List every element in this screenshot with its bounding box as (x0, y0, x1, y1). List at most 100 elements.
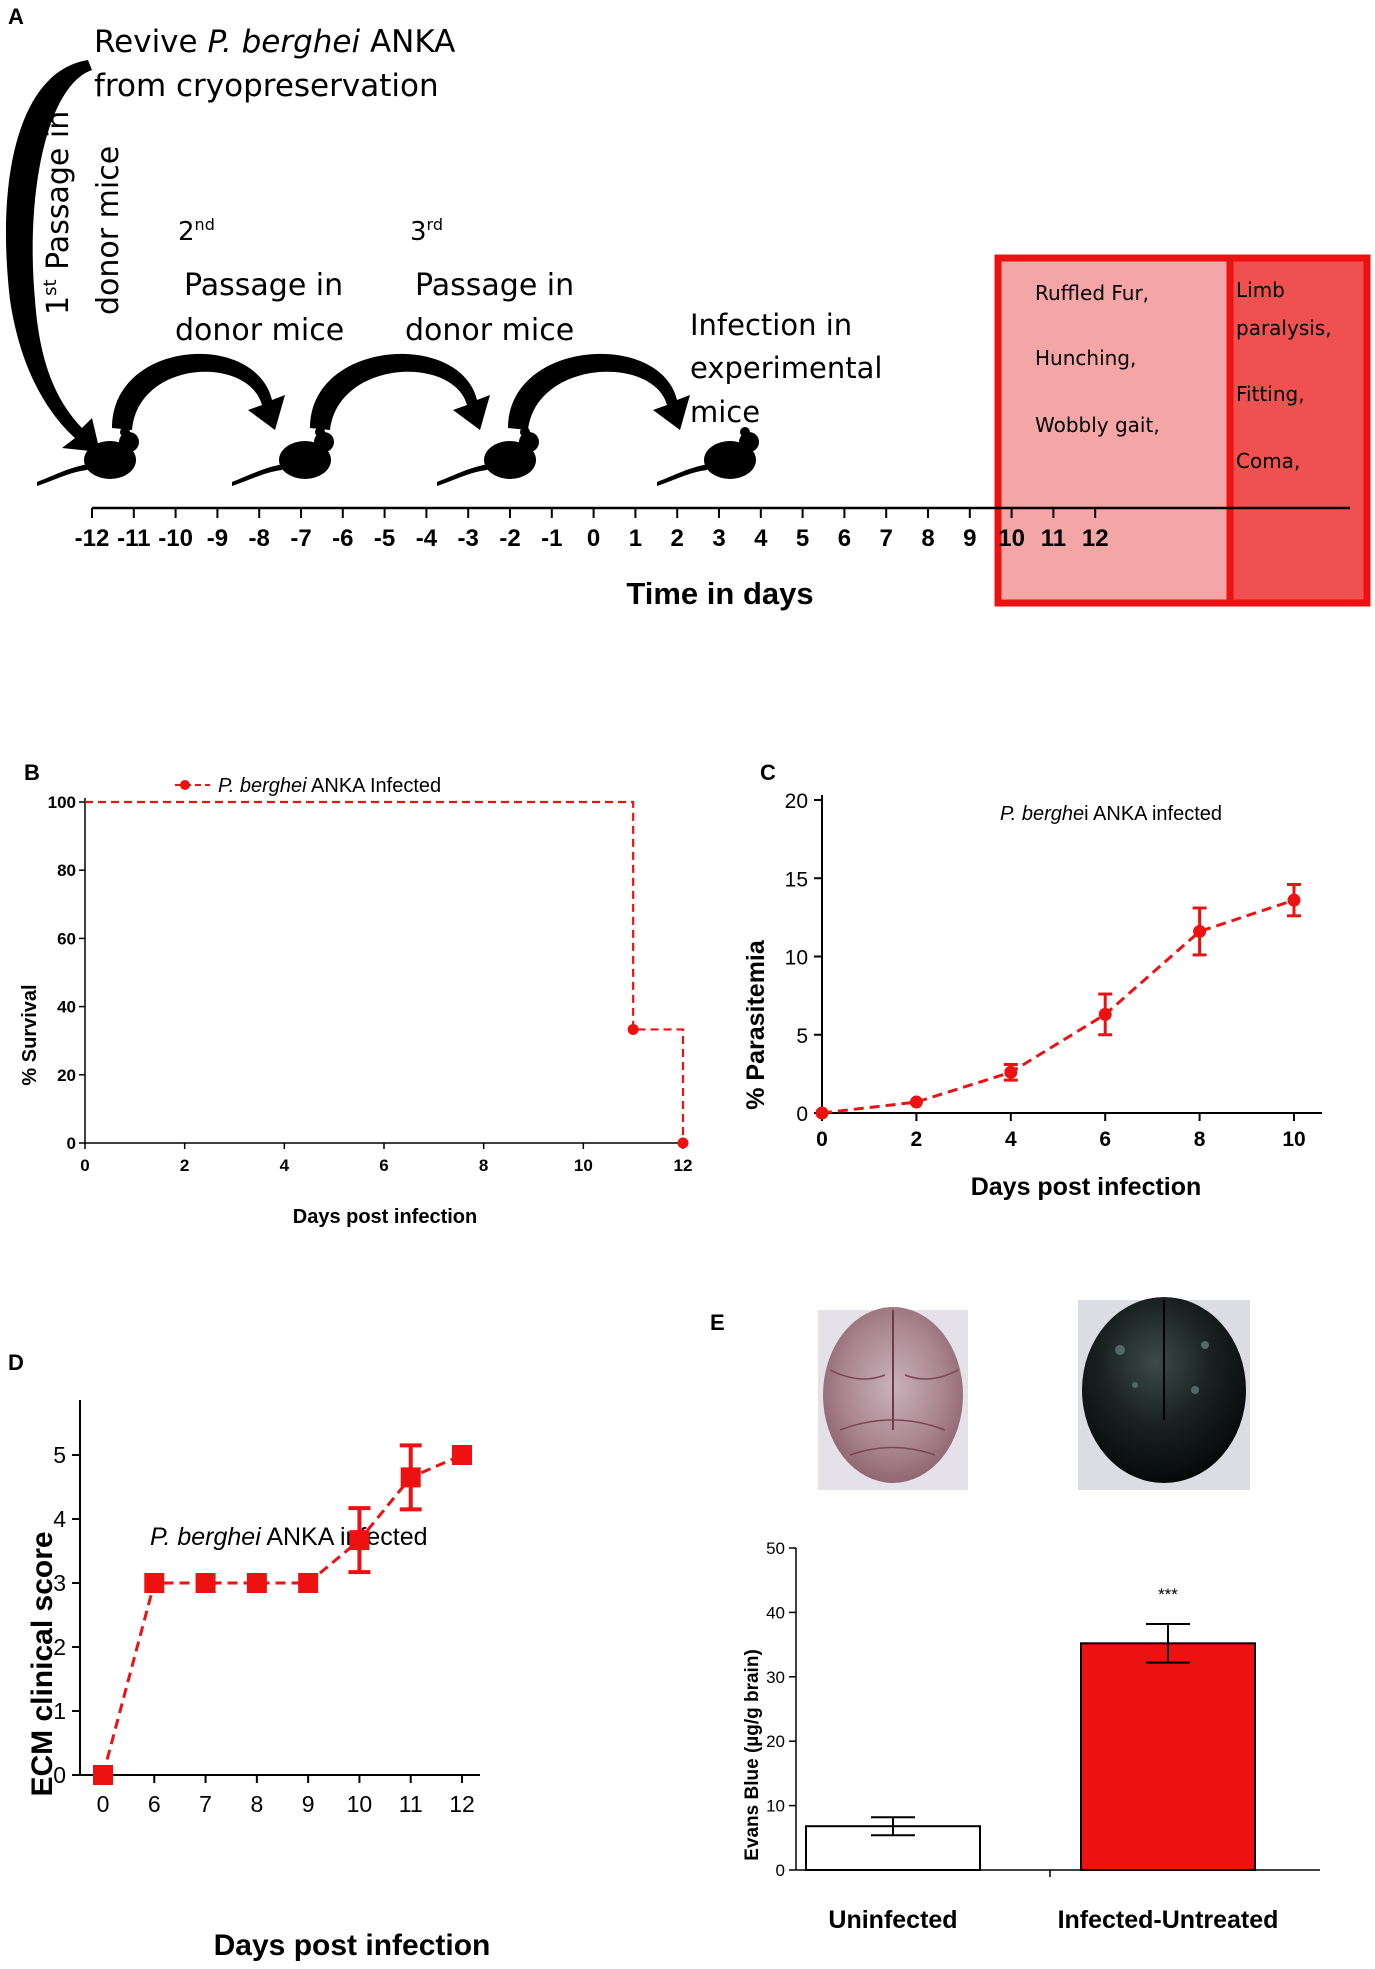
svg-text:3rd: 3rd (410, 215, 443, 247)
data-point (1004, 1065, 1018, 1079)
svg-text:Wobbly gait,: Wobbly gait, (1035, 413, 1160, 437)
svg-text:Infection in: Infection in (690, 308, 852, 342)
y-tick-label: 0 (67, 1134, 76, 1153)
passage-arrow-2 (310, 353, 490, 430)
svg-text:Limb: Limb (1236, 278, 1285, 302)
svg-text:donor mice: donor mice (405, 313, 574, 348)
y-tick-label: 1 (53, 1698, 66, 1724)
passage-1-label: 1st Passage in donor mice (40, 111, 126, 315)
timeline-tick-label: -6 (332, 525, 353, 552)
timeline-tick-label: 1 (629, 525, 642, 552)
y-tick-label: 3 (53, 1570, 66, 1596)
timeline-tick-label: 12 (1082, 525, 1109, 552)
timeline-tick-label: -11 (117, 525, 150, 552)
panel-b-survival-chart: B P. berghei ANKA Infected 0 20 40 60 80 100 0… (19, 760, 693, 1228)
y-axis-label: % Parasitemia (742, 939, 770, 1110)
svg-text:experimental: experimental (690, 351, 882, 385)
data-point (246, 1573, 267, 1593)
y-tick-label: 80 (57, 861, 76, 880)
x-tick-label: 4 (1005, 1128, 1017, 1151)
ecm-series-line (101, 1453, 463, 1776)
x-tick-label: 8 (1194, 1128, 1206, 1151)
legend: P. berghei ANKA Infected (175, 775, 441, 797)
x-axis-label: Days post infection (971, 1173, 1202, 1201)
x-tick-label: 0 (97, 1791, 110, 1817)
x-tick-label: 0 (80, 1156, 89, 1175)
timeline-tick-label: 2 (671, 525, 684, 552)
passage-arrows (112, 353, 690, 430)
x-category-label: Uninfected (828, 1906, 957, 1934)
panel-d-letter: D (8, 1350, 24, 1375)
passage-3-label: 3rd Passage in donor mice (405, 215, 574, 348)
timeline-tick-label: 6 (838, 525, 851, 552)
timeline-tick-label: 10 (998, 525, 1025, 552)
passage-2-label: 2nd Passage in donor mice (175, 215, 344, 348)
survival-marker (677, 1137, 689, 1149)
bar (1080, 1642, 1256, 1872)
svg-text:Ruffled Fur,: Ruffled Fur, (1035, 281, 1149, 305)
data-point (1193, 924, 1207, 938)
timeline-tick-label: 7 (880, 525, 893, 552)
y-tick-label: 20 (57, 1066, 76, 1085)
uninfected-brain-image (818, 1307, 968, 1490)
mouse-icon (37, 427, 139, 486)
x-tick-label: 12 (674, 1156, 693, 1175)
timeline-tick-label: -9 (207, 525, 228, 552)
panel-e-evans-blue-chart: E 0 10 20 30 40 50 Uninfected Infected-Untreate… (710, 1297, 1320, 1934)
svg-text:2nd: 2nd (178, 215, 215, 247)
y-axis-label: % Survival (19, 984, 41, 1085)
y-tick-label: 0 (796, 1103, 808, 1126)
timeline-tick-label: -10 (158, 525, 193, 552)
svg-text:Hunching,: Hunching, (1035, 346, 1136, 370)
timeline-tick-label: 3 (712, 525, 725, 552)
x-tick-label: 8 (250, 1791, 263, 1817)
svg-text:Fitting,: Fitting, (1236, 382, 1305, 406)
svg-text:donor mice: donor mice (91, 146, 126, 315)
y-tick-label: 40 (57, 998, 76, 1017)
revive-text-line2: from cryopreservation (94, 68, 439, 104)
timeline-tick-label: -12 (75, 525, 110, 552)
svg-text:Coma,: Coma, (1236, 449, 1300, 473)
x-tick-label: 12 (449, 1791, 475, 1817)
timeline-tick-label: -7 (290, 525, 311, 552)
y-tick-label: 2 (53, 1634, 66, 1660)
svg-text:Passage in: Passage in (415, 268, 574, 303)
y-tick-label: 20 (766, 1732, 785, 1751)
y-tick-label: 5 (796, 1025, 808, 1048)
x-tick-label: 8 (479, 1156, 488, 1175)
panel-c-letter: C (760, 760, 776, 785)
data-point (452, 1445, 472, 1465)
timeline-tick-label: -5 (374, 525, 395, 552)
y-axis-label: Evans Blue (µg/g brain) (742, 1649, 763, 1861)
data-point (1098, 1007, 1112, 1021)
late-symptom-box (1226, 254, 1371, 607)
early-symptom-box (994, 254, 1234, 607)
y-axis-label: ECM clinical score (26, 1531, 59, 1796)
x-tick-label: 6 (379, 1156, 388, 1175)
data-point (400, 1467, 421, 1488)
x-tick-label: 6 (148, 1791, 161, 1817)
data-point (349, 1530, 370, 1551)
timeline-ticks: -12 -11 -10 -9 -8 -7 -6 -5 -4 -3 -2 -1 0 1 2 3 4 5 6 7 8 9 10 1… (75, 508, 1109, 552)
legend-label: P. berghei ANKA Infected (218, 775, 441, 797)
panel-c-parasitemia-chart: C P. berghei ANKA infected 0 5 10 15 20 0 2 4 6 8… (742, 760, 1322, 1201)
y-tick-label: 50 (766, 1539, 785, 1558)
mouse-icons (37, 427, 759, 486)
svg-text:donor mice: donor mice (175, 313, 344, 348)
data-point (909, 1095, 923, 1109)
x-tick-label: 2 (180, 1156, 189, 1175)
svg-text:Passage in: Passage in (184, 268, 343, 303)
x-tick-label: 4 (280, 1156, 290, 1175)
data-point (298, 1573, 319, 1593)
revive-arrow (5, 60, 100, 452)
timeline-tick-label: 0 (587, 525, 600, 552)
y-tick-label: 4 (53, 1506, 66, 1532)
timeline-tick-label: -2 (499, 525, 520, 552)
x-tick-label: 10 (1282, 1128, 1305, 1151)
infection-label: Infection in experimental mice (690, 308, 882, 429)
panel-e-letter: E (710, 1310, 725, 1335)
y-tick-label: 10 (785, 947, 808, 970)
revive-text-line1: Revive P. berghei ANKA (94, 24, 455, 60)
panel-a-letter: A (8, 4, 24, 29)
y-tick-label: 60 (57, 929, 76, 948)
